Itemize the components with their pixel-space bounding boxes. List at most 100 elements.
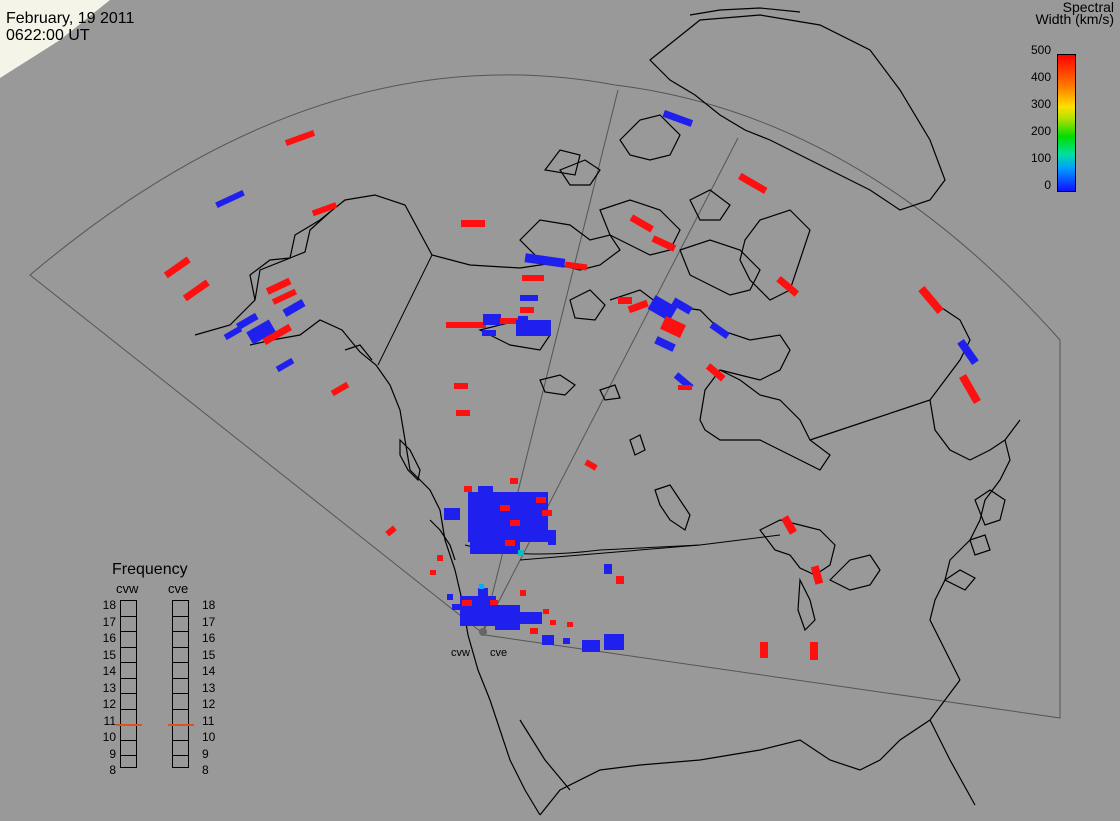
frequency-tick-label: 15 [202,647,216,662]
backscatter-cell [705,363,726,382]
backscatter-cell [510,478,518,484]
backscatter-cell [627,299,649,314]
backscatter-cell [671,297,693,315]
backscatter-cell [660,316,686,338]
backscatter-cell [461,220,485,227]
frequency-scale-cve [172,600,189,768]
frequency-marker-cvw [116,724,142,727]
backscatter-cell [522,275,544,281]
frequency-tick-label: 9 [109,746,116,761]
colorbar-title-line1: Spectral [1062,0,1114,15]
radar-label-cvw: cvw [451,647,470,659]
frequency-scale-cvw [120,600,137,768]
backscatter-cell [520,612,542,624]
backscatter-cell [495,605,520,630]
colorbar-tick: 200 [1030,124,1051,138]
backscatter-cell [510,520,520,526]
frequency-tick-label: 10 [102,730,116,744]
backscatter-cell [456,410,470,416]
plot-time: 0622:00 UT [6,27,90,44]
frequency-tick-label: 18 [202,598,216,612]
backscatter-cell [271,288,298,305]
backscatter-cell [760,642,768,658]
frequency-tick-label: 15 [102,647,116,662]
backscatter-cell [582,640,600,652]
colorbar-tick: 500 [1030,43,1051,57]
backscatter-cell [182,279,210,302]
frequency-tick-label: 14 [202,664,216,678]
frequency-title: Frequency [112,561,188,578]
frequency-tick-label: 11 [202,713,215,728]
colorbar-title-line2: Width (km/s) [1035,11,1114,27]
backscatter-cell [738,172,768,194]
backscatter-cell [520,590,526,596]
backscatter-cell [500,318,520,324]
backscatter-cell [918,285,944,315]
backscatter-cell [709,321,730,340]
backscatter-cell [385,525,397,537]
political-boundaries [377,254,781,561]
frequency-tick-label: 14 [102,664,116,678]
frequency-tick-label: 10 [202,730,216,744]
backscatter-cell [284,130,316,146]
frequency-tick-label: 16 [102,631,116,645]
backscatter-cell [462,600,472,606]
backscatter-cell [479,584,484,589]
colorbar-tick: 100 [1030,151,1051,165]
spectral-width-colorbar [1057,54,1076,192]
backscatter-cell [604,634,624,650]
radar-site-marker [479,628,487,636]
frequency-radar-cvw: cvw [116,581,139,596]
backscatter-cell [957,339,979,365]
frequency-tick-label: 17 [202,614,216,629]
backscatter-cell [810,642,818,660]
backscatter-cell [776,275,800,297]
frequency-tick-label: 11 [103,713,116,728]
backscatter-cell [518,550,524,556]
backscatter-cell [662,110,694,127]
frequency-tick-label: 17 [102,614,116,629]
frequency-tick-label: 8 [202,763,209,777]
frequency-tick-label: 13 [202,680,216,695]
backscatter-cell [505,540,515,546]
backscatter-cell [678,385,692,390]
terminator-region [0,0,110,78]
frequency-tick-label: 18 [102,598,116,612]
backscatter-cell [604,564,612,574]
backscatter-cell [567,622,573,627]
frequency-tick-label: 13 [102,680,116,695]
backscatter-cell [282,299,306,317]
frequency-tick-label: 16 [202,631,216,645]
backscatter-cell [651,235,677,252]
frequency-radar-cve: cve [168,581,189,596]
backscatter-cell [550,620,556,625]
frequency-tick-label: 8 [109,763,116,777]
backscatter-cell [311,202,338,217]
backscatter-cell [654,336,676,352]
frequency-tick-label: 9 [202,746,209,761]
backscatter-cell [810,565,824,585]
backscatter-cell [564,261,588,271]
backscatter-cell [542,635,554,645]
backscatter-cell [330,381,350,397]
backscatter-cell [468,492,548,542]
backscatter-cell [265,277,292,295]
backscatter-cell [262,323,292,345]
backscatter-cell [447,594,453,600]
backscatter-cell [584,459,598,471]
backscatter-cell [430,570,436,575]
backscatter-cell [437,555,443,561]
backscatter-cell [524,253,566,268]
backscatter-cell [482,330,496,336]
backscatter-cell [223,325,243,341]
backscatter-cell [536,497,546,503]
backscatter-cell [530,628,538,634]
backscatter-cell [235,312,259,330]
backscatter-cell [959,374,981,404]
backscatter-cell [478,588,488,596]
backscatter-cell [563,638,570,644]
backscatter-cell [516,320,551,336]
backscatter-cell [478,486,493,494]
